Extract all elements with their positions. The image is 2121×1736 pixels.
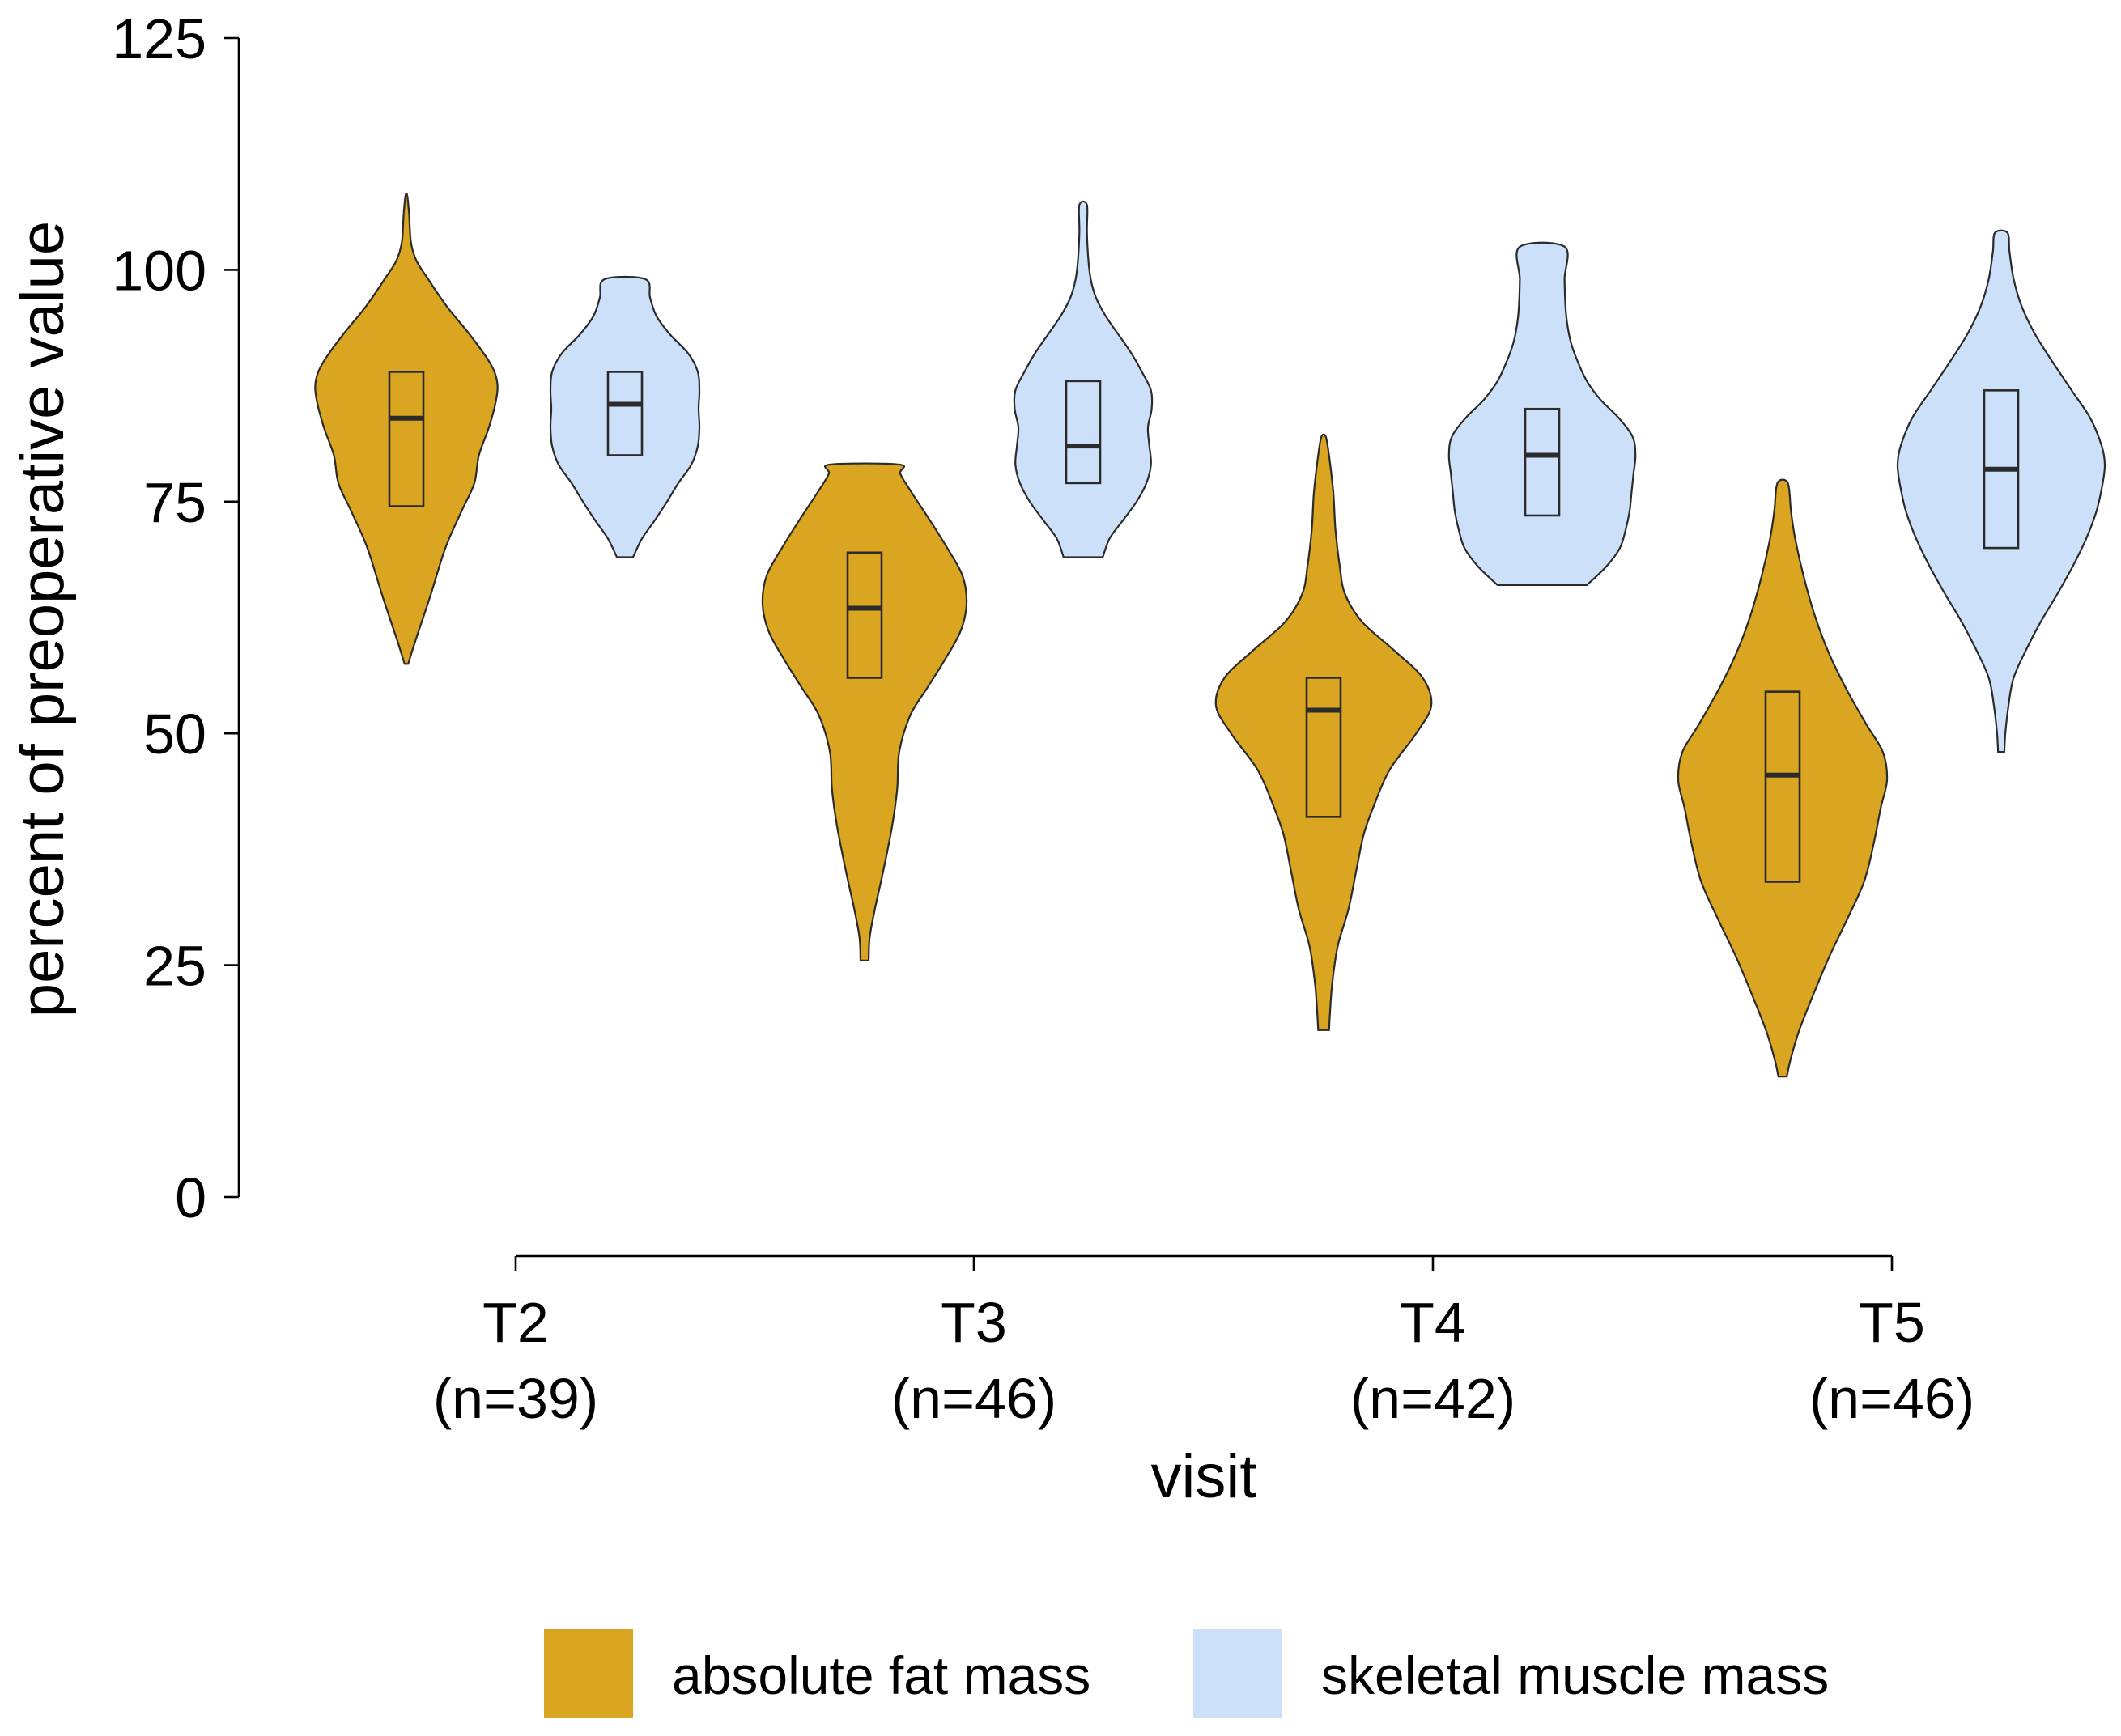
x-tick-label: T4: [1400, 1291, 1466, 1354]
y-axis: 0 25 50 75 100 125: [112, 7, 240, 1229]
y-tick-label: 125: [112, 7, 206, 70]
iqr-box-skeletal-muscle-mass-T3: [1065, 380, 1102, 485]
violin-skeletal-muscle-mass-T4: [1447, 241, 1637, 586]
x-tick-n-label: (n=46): [891, 1367, 1056, 1430]
y-tick-label: 25: [143, 935, 206, 998]
violin-skeletal-muscle-mass-T5: [1896, 229, 2106, 753]
iqr-box-skeletal-muscle-mass-T4: [1524, 407, 1561, 517]
y-tick-label: 50: [143, 702, 206, 766]
legend-swatch-absolute-fat-mass: [544, 1629, 633, 1718]
violin-absolute-fat-mass-T3: [761, 462, 968, 961]
x-tick-label: T3: [941, 1291, 1007, 1354]
y-tick-label: 75: [143, 471, 206, 534]
violin-absolute-fat-mass-T2: [314, 192, 499, 665]
legend: absolute fat mass skeletal muscle mass: [544, 1629, 1829, 1718]
y-tick-label: 0: [175, 1166, 206, 1229]
y-axis-title: percent of preoperative value: [8, 221, 77, 1017]
x-tick-n-label: (n=42): [1350, 1367, 1515, 1430]
iqr-box-absolute-fat-mass-T4: [1305, 677, 1342, 818]
plot-area: [314, 192, 2106, 1078]
violin-skeletal-muscle-mass-T2: [549, 275, 701, 558]
violin-absolute-fat-mass-T4: [1214, 433, 1433, 1031]
iqr-box-skeletal-muscle-mass-T2: [606, 371, 644, 456]
legend-swatch-skeletal-muscle-mass: [1193, 1629, 1282, 1718]
x-axis-title: visit: [1151, 1442, 1257, 1511]
y-tick-label: 100: [112, 239, 206, 302]
x-tick-n-label: (n=46): [1809, 1367, 1974, 1430]
x-tick-label: T2: [482, 1291, 549, 1354]
iqr-box-absolute-fat-mass-T3: [846, 551, 883, 679]
x-axis: T2 (n=39) T3 (n=46) T4 (n=42) T5 (n=46): [433, 1254, 1974, 1430]
iqr-box-absolute-fat-mass-T2: [388, 371, 425, 507]
legend-label-absolute-fat-mass: absolute fat mass: [672, 1645, 1090, 1705]
x-tick-n-label: (n=39): [433, 1367, 598, 1430]
violin-skeletal-muscle-mass-T3: [1013, 200, 1154, 558]
iqr-box-absolute-fat-mass-T5: [1764, 690, 1801, 883]
legend-label-skeletal-muscle-mass: skeletal muscle mass: [1321, 1645, 1829, 1705]
violin-absolute-fat-mass-T5: [1677, 478, 1889, 1078]
x-tick-label: T5: [1859, 1291, 1925, 1354]
